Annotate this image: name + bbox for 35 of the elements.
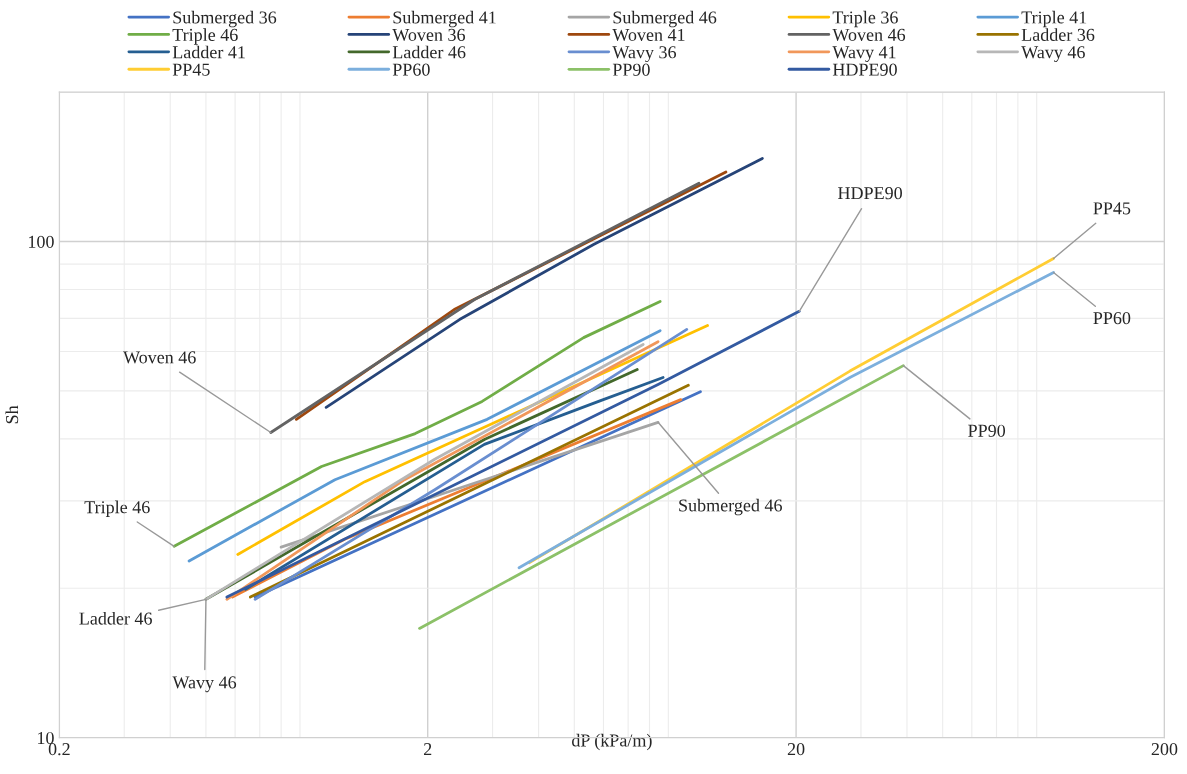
legend-label: Woven 36 <box>392 28 466 42</box>
legend-label: Submerged 46 <box>613 10 717 28</box>
legend-label: Ladder 46 <box>392 45 466 59</box>
annotation: HDPE90 <box>838 187 902 200</box>
y-axis-title: Sh <box>5 405 19 424</box>
legend-label: HDPE90 <box>832 63 897 76</box>
legend-label: Submerged 36 <box>173 10 277 28</box>
annotation: PP60 <box>1093 312 1131 325</box>
legend-label: Triple 41 <box>1021 10 1087 28</box>
legend-label: Wavy 36 <box>612 46 677 63</box>
annotation: Submerged 46 <box>679 498 782 516</box>
x-tick-label: 2 <box>423 743 432 756</box>
x-tick-label: 20 <box>787 743 805 756</box>
annotation: Woven 46 <box>123 351 196 364</box>
annotation: Wavy 46 <box>172 676 237 693</box>
legend-label: Woven 46 <box>832 28 906 42</box>
annotation: Triple 46 <box>84 500 150 517</box>
legend-label: PP60 <box>392 63 430 76</box>
legend-label: Ladder 36 <box>1021 28 1095 41</box>
legend-label: Wavy 41 <box>832 46 896 63</box>
legend-label: Triple 46 <box>172 28 238 45</box>
legend-label: Triple 36 <box>832 10 898 28</box>
x-tick-label: 200 <box>1151 743 1178 756</box>
annotation: PP90 <box>968 424 1006 437</box>
x-tick-label: 0.2 <box>48 743 70 756</box>
legend-label: Submerged 41 <box>393 10 496 28</box>
legend-label: PP45 <box>172 63 210 76</box>
annotation: Ladder 46 <box>79 611 152 625</box>
legend-label: Woven 41 <box>612 28 685 42</box>
legend-label: Ladder 41 <box>172 45 245 59</box>
legend-label: PP90 <box>612 63 650 76</box>
y-tick-label: 10 <box>38 731 54 745</box>
y-tick-label: 100 <box>28 235 54 248</box>
annotation: PP45 <box>1093 202 1131 215</box>
legend-label: Wavy 46 <box>1021 46 1085 63</box>
